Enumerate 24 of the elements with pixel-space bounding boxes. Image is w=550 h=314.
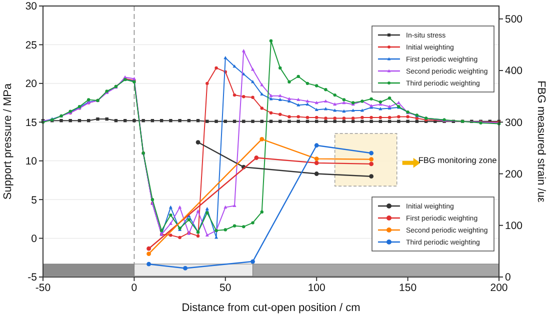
y2-tick-label: 100	[505, 220, 523, 232]
y-tick-label: 5	[31, 194, 38, 206]
x-tick-label: -50	[35, 282, 51, 294]
y-tick-label: 10	[25, 156, 38, 168]
y2-tick-label: 0	[505, 272, 511, 284]
x-tick-label: 150	[399, 282, 417, 294]
x-tick-label: 100	[308, 282, 326, 294]
y-axis-title: Support pressure / MPa	[2, 82, 14, 200]
y-tick-label: 20	[25, 78, 38, 90]
y-tick-label: 30	[25, 0, 38, 13]
x-axis-title: Distance from cut-open position / cm	[182, 302, 360, 314]
y-tick-label: 15	[25, 116, 38, 129]
x-tick-label: 50	[220, 282, 232, 294]
y2-tick-label: 400	[505, 65, 523, 78]
y2-axis-title: FBG measured strain /uε	[535, 80, 547, 202]
y-tick-label: 25	[25, 39, 38, 52]
x-tick-label: 0	[131, 282, 138, 294]
y-tick-label: 0	[31, 232, 38, 245]
annotation: FBG monitoring zone	[418, 154, 498, 165]
x-tick-label: 200	[490, 282, 508, 294]
y-tick-label: -5	[28, 272, 38, 284]
y2-tick-label: 300	[505, 116, 523, 129]
y2-tick-label: 500	[505, 14, 523, 26]
y2-tick-label: 200	[505, 168, 523, 180]
